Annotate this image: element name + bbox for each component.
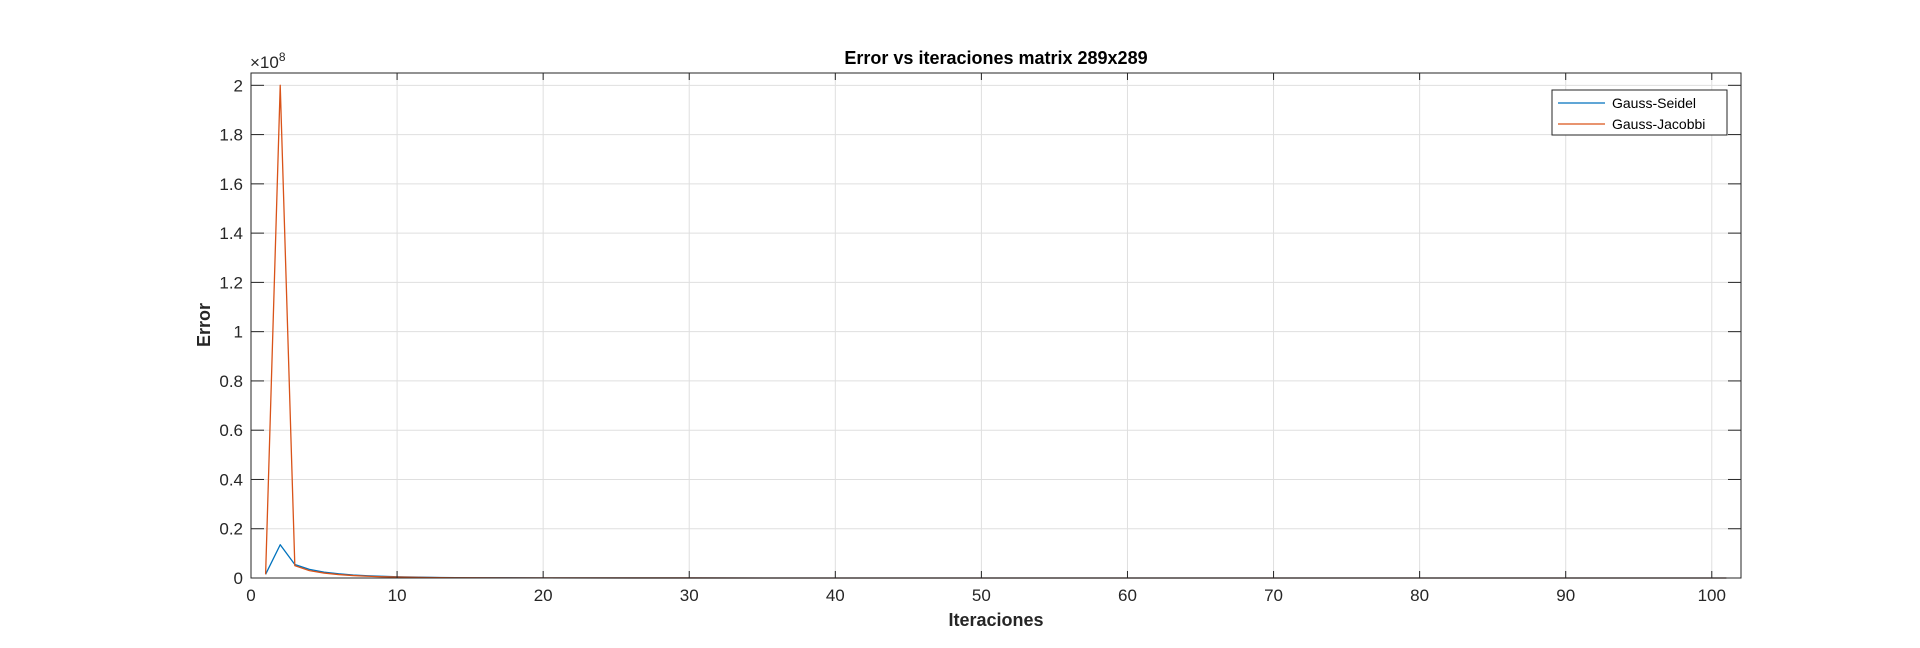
y-tick-label: 1.8 (219, 126, 243, 145)
plot-area (251, 73, 1741, 578)
y-tick-label: 0 (234, 569, 243, 588)
x-tick-label: 40 (826, 586, 845, 605)
x-tick-labels: 0 10 20 30 40 50 60 70 80 90 100 (246, 586, 1726, 605)
x-tick-label: 20 (534, 586, 553, 605)
x-axis-title: Iteraciones (948, 610, 1043, 630)
x-tick-label: 60 (1118, 586, 1137, 605)
y-tick-label: 1.6 (219, 175, 243, 194)
y-axis-title: Error (194, 303, 214, 347)
legend-box (1551, 89, 1728, 136)
y-tick-label: 0.2 (219, 520, 243, 539)
y-tick-label: 0.6 (219, 421, 243, 440)
legend[interactable]: Gauss-Seidel Gauss-Jacobbi (1551, 89, 1728, 136)
ticks (250, 73, 1741, 579)
legend-label-gauss-seidel: Gauss-Seidel (1612, 95, 1696, 111)
x-tick-label: 30 (680, 586, 699, 605)
x-tick-label: 80 (1410, 586, 1429, 605)
x-tick-label: 0 (246, 586, 255, 605)
legend-label-gauss-jacobbi: Gauss-Jacobbi (1612, 116, 1705, 132)
plot-frame (250, 72, 1742, 579)
y-exponent-power: 8 (279, 50, 286, 64)
y-exponent-base: ×10 (250, 53, 279, 72)
chart-title: Error vs iteraciones matrix 289x289 (844, 48, 1147, 68)
x-tick-label: 10 (388, 586, 407, 605)
y-tick-label: 0.8 (219, 372, 243, 391)
y-exponent-label: ×108 (250, 50, 286, 72)
y-tick-label: 2 (234, 76, 243, 95)
grid (250, 73, 1741, 579)
y-tick-label: 0.4 (219, 470, 243, 489)
y-tick-label: 1.2 (219, 273, 243, 292)
x-tick-label: 90 (1556, 586, 1575, 605)
y-tick-label: 1.4 (219, 224, 243, 243)
y-tick-label: 1 (234, 323, 243, 342)
x-tick-label: 100 (1698, 586, 1726, 605)
x-tick-label: 70 (1264, 586, 1283, 605)
y-tick-labels: 0 0.2 0.4 0.6 0.8 1 1.2 1.4 1.6 1.8 2 (219, 76, 243, 588)
x-tick-label: 50 (972, 586, 991, 605)
